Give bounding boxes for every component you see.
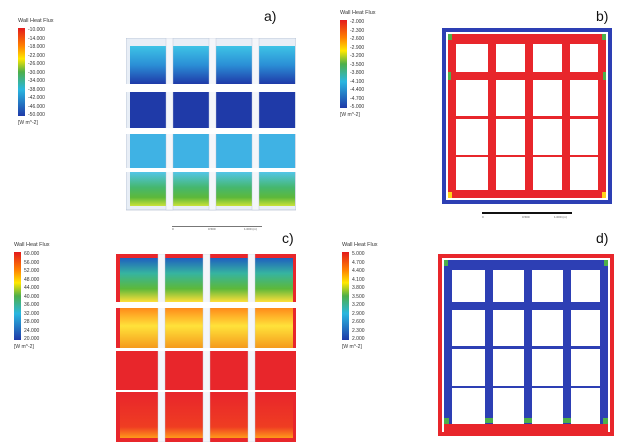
legend-tick: -4.400 xyxy=(350,87,365,93)
legend-tick: 48.000 xyxy=(24,276,40,283)
legend-tick: 44.000 xyxy=(24,285,40,291)
legend-tick: -4.100 xyxy=(350,78,365,85)
legend-tick: -30.000 xyxy=(28,69,45,76)
row-4 xyxy=(120,394,293,438)
legend-tick: 3.200 xyxy=(352,302,365,308)
scale-label: 1.000 (m) xyxy=(244,227,257,231)
scale-bar: 0 0.500 1.000 (m) xyxy=(482,212,572,219)
legend-tick: 3.800 xyxy=(352,285,365,291)
legend-tick: 28.000 xyxy=(24,319,40,325)
legend-title: Wall Heat Flux xyxy=(14,242,50,248)
panel-label: b) xyxy=(596,8,609,24)
legend-tick: -34.000 xyxy=(28,78,45,84)
legend-tick: -3.800 xyxy=(350,70,365,76)
legend-tick: 4.700 xyxy=(352,259,365,266)
legend-tick: -50.000 xyxy=(28,112,45,118)
row-2 xyxy=(120,308,293,348)
panel-label: c) xyxy=(282,230,294,246)
legend-tick: 2.000 xyxy=(352,336,365,342)
legend-tick: 5.000 xyxy=(352,251,365,257)
legend-tick: 36.000 xyxy=(24,302,40,308)
scale-bar: 0 0.500 1.000 (m) xyxy=(172,226,262,232)
legend-tick: 56.000 xyxy=(24,259,40,266)
legend-unit: [W m^-2] xyxy=(18,120,38,126)
legend-tick: -26.000 xyxy=(28,61,45,67)
panel-label: a) xyxy=(264,8,277,24)
legend-tick: -2.900 xyxy=(350,44,365,51)
panel-b: Wall Heat Flux -2.000 -2.300 -2.600 -2.9… xyxy=(314,0,629,219)
legend-tick: -38.000 xyxy=(28,86,45,93)
scale-label: 1.000 (m) xyxy=(554,215,567,219)
legend-unit: [W m^-2] xyxy=(14,344,34,350)
panel-c: Wall Heat Flux 60.000 56.000 52.000 48.0… xyxy=(0,218,314,442)
legend-title: Wall Heat Flux xyxy=(340,10,376,16)
legend-tick: 20.000 xyxy=(24,336,40,342)
legend-tick: 2.900 xyxy=(352,310,365,317)
legend-tick: -42.000 xyxy=(28,95,45,101)
legend-tick: 32.000 xyxy=(24,310,40,317)
legend-unit: [W m^-2] xyxy=(342,344,362,350)
legend-tick: -18.000 xyxy=(28,44,45,50)
scale-label: 0 xyxy=(172,227,174,231)
row-1 xyxy=(130,46,295,84)
legend-tick: -22.000 xyxy=(28,52,45,59)
panel-a: Wall Heat Flux -10.000 -14.000 -18.000 -… xyxy=(0,0,314,231)
color-legend-bar xyxy=(14,252,21,340)
contour-plot xyxy=(126,38,296,211)
row-4 xyxy=(130,172,295,206)
legend-tick: 3.500 xyxy=(352,293,365,300)
legend-tick: -4.700 xyxy=(350,95,365,102)
legend-tick: 4.400 xyxy=(352,268,365,274)
row-2 xyxy=(130,92,295,128)
legend-tick: -14.000 xyxy=(28,35,45,42)
legend-tick: -2.600 xyxy=(350,36,365,42)
legend-tick: 4.100 xyxy=(352,276,365,283)
legend-tick: 2.600 xyxy=(352,319,365,325)
legend-title: Wall Heat Flux xyxy=(342,242,378,248)
legend-tick: 52.000 xyxy=(24,268,40,274)
row-1 xyxy=(120,258,293,302)
legend-tick: 24.000 xyxy=(24,327,40,334)
legend-tick: -46.000 xyxy=(28,103,45,110)
legend-tick: -3.500 xyxy=(350,61,365,68)
contour-plot xyxy=(442,28,612,204)
legend-tick: 40.000 xyxy=(24,293,40,300)
scale-label: 0.500 xyxy=(208,227,216,231)
scale-label: 0 xyxy=(482,215,484,219)
legend-tick: -2.300 xyxy=(350,27,365,34)
legend-title: Wall Heat Flux xyxy=(18,18,54,24)
color-legend-bar xyxy=(340,20,347,108)
contour-plot xyxy=(438,254,614,436)
legend-tick: -10.000 xyxy=(28,27,45,33)
legend-tick: 2.300 xyxy=(352,327,365,334)
color-legend-bar xyxy=(342,252,349,340)
legend-tick: -5.000 xyxy=(350,104,365,110)
panel-d: Wall Heat Flux 5.000 4.700 4.400 4.100 3… xyxy=(314,218,629,437)
legend-unit: [W m^-2] xyxy=(340,112,360,118)
scale-label: 0.500 xyxy=(522,215,530,219)
legend-tick: -3.200 xyxy=(350,53,365,59)
legend-tick: -2.000 xyxy=(350,19,365,25)
contour-plot xyxy=(116,254,296,442)
panel-label: d) xyxy=(596,230,609,246)
row-3 xyxy=(130,134,295,168)
color-legend-bar xyxy=(18,28,25,116)
legend-tick: 60.000 xyxy=(24,251,40,257)
